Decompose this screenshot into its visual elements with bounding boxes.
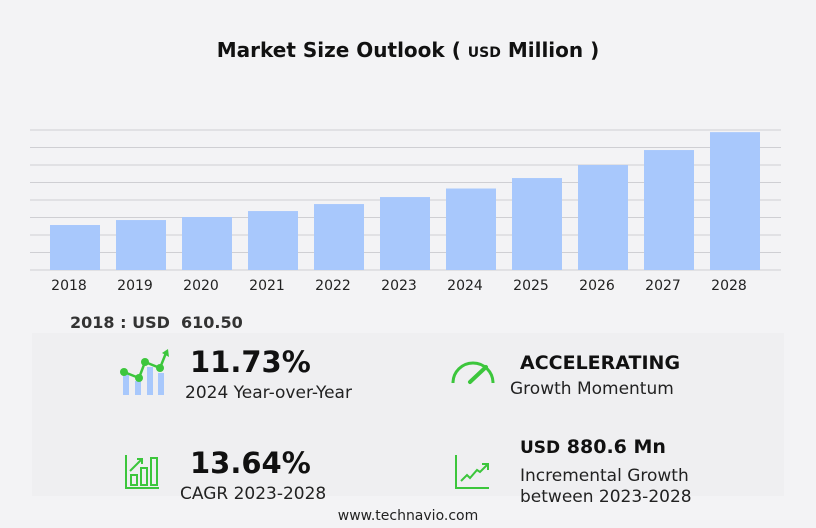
unit-text: Million: [500, 38, 584, 62]
x-tick-label: 2020: [183, 278, 219, 294]
yoy-label: 2024 Year-over-Year: [185, 383, 352, 403]
bar-chart: 2018 2019 2020 2021 2022 2023 2024 2025 2026 2027…: [30, 129, 781, 294]
incremental-amount: 880.6 Mn: [566, 436, 666, 458]
x-tick-label: 2026: [579, 278, 615, 294]
bar-2024: [446, 188, 496, 270]
momentum-value: ACCELERATING: [520, 352, 681, 374]
yoy-value: 11.73%: [190, 345, 311, 379]
bar-2022: [314, 204, 364, 270]
bar-2021: [248, 211, 298, 270]
momentum-label: Growth Momentum: [510, 379, 674, 399]
bar-2018: [50, 225, 100, 270]
speedometer-icon: [451, 361, 495, 384]
x-tick-label: 2018: [51, 278, 87, 294]
base-year-value: 2018 : USD 610.50: [70, 313, 243, 332]
incremental-value: USD 880.6 Mn: [520, 436, 666, 458]
x-tick-label: 2024: [447, 278, 483, 294]
bar-2025: [512, 178, 562, 270]
footer-url: www.technavio.com: [337, 508, 479, 524]
x-tick-label: 2025: [513, 278, 549, 294]
cagr-value: 13.64%: [190, 446, 311, 480]
bar-2020: [182, 217, 232, 270]
x-tick-label: 2027: [645, 278, 681, 294]
unit-paren: (: [451, 38, 468, 62]
chart-title: Market Size Outlook ( USD Million ): [0, 38, 816, 62]
bar-2019: [116, 220, 166, 270]
x-tick-label: 2028: [711, 278, 747, 294]
bar-growth-icon: [125, 455, 159, 489]
growth-chart-icon: [120, 349, 169, 395]
bar-2027: [644, 150, 694, 270]
incremental-currency: USD: [520, 438, 561, 458]
incremental-label-1: Incremental Growth: [520, 466, 689, 486]
unit-currency: USD: [467, 45, 501, 61]
x-tick-label: 2023: [381, 278, 417, 294]
bar-2026: [578, 165, 628, 270]
incremental-label-2: between 2023-2028: [520, 487, 692, 507]
x-tick-label: 2019: [117, 278, 153, 294]
title-text: Market Size Outlook: [216, 38, 445, 62]
bar-2028: [710, 132, 760, 270]
cagr-label: CAGR 2023-2028: [180, 484, 327, 504]
unit-paren: ): [583, 38, 600, 62]
bar-2023: [380, 197, 430, 270]
x-tick-label: 2022: [315, 278, 351, 294]
line-growth-icon: [455, 455, 489, 489]
x-tick-label: 2021: [249, 278, 285, 294]
